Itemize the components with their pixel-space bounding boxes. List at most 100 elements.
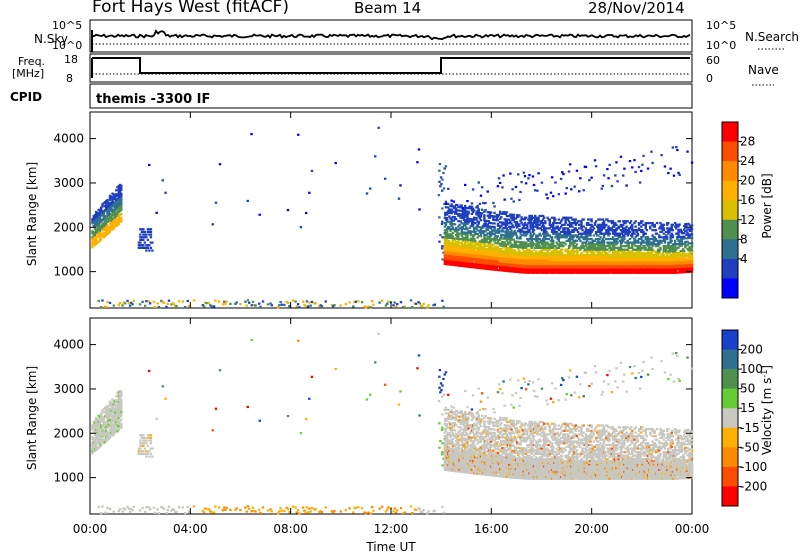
power-cell [498, 217, 502, 220]
power-cell [611, 237, 615, 241]
power-cell [161, 300, 164, 303]
freq-frame [89, 53, 693, 83]
nsearch-tick-top: 10^5 [706, 19, 736, 32]
power-cell [644, 246, 647, 250]
power-cell [466, 263, 469, 266]
power-cell [474, 243, 477, 246]
power-cell [92, 239, 95, 242]
power-cell [537, 269, 540, 273]
power-cell [565, 236, 568, 239]
power-cell [680, 241, 684, 244]
power-cell [367, 305, 370, 308]
power-cell [562, 172, 565, 176]
power-cell [212, 305, 216, 308]
power-cell [559, 250, 563, 253]
power-cell [118, 193, 122, 197]
power-cell [494, 234, 497, 238]
power-cell [444, 206, 448, 209]
power-cell [487, 220, 491, 223]
power-cell [552, 250, 555, 253]
power-cell [467, 212, 470, 215]
power-cell [631, 227, 634, 230]
power-cell [678, 241, 681, 244]
power-cell [623, 237, 626, 241]
power-cell [585, 236, 589, 239]
power-cell [394, 305, 398, 308]
power-cell [577, 190, 581, 193]
power-cell [467, 238, 470, 242]
power-cell [575, 169, 579, 172]
power-cell [95, 222, 98, 226]
power-cell [571, 237, 574, 241]
power-cell [563, 241, 566, 244]
power-cell [97, 218, 100, 221]
power-cell [111, 222, 114, 225]
power-cell [634, 170, 637, 174]
power-cell [592, 252, 596, 255]
power-cell [584, 229, 588, 232]
power-cell [527, 218, 530, 221]
power-cell [515, 214, 519, 217]
power-cell [112, 193, 115, 196]
power-cell [548, 246, 552, 250]
power-cell [626, 248, 629, 251]
power-cell [377, 126, 380, 129]
power-cell [494, 250, 497, 254]
power-cell [470, 205, 474, 208]
power-cell [550, 236, 554, 239]
power-cell [598, 248, 601, 251]
power-cell [101, 229, 104, 232]
power-cell [650, 150, 653, 153]
power-cell [567, 170, 571, 173]
power-cell [642, 154, 645, 158]
power-cell [622, 223, 625, 226]
power-cell [515, 235, 519, 238]
power-cell [471, 220, 475, 223]
power-cell [543, 239, 546, 242]
power-cell [447, 187, 450, 190]
power-cell [229, 302, 232, 306]
power-cell [324, 300, 327, 303]
power-cell [494, 242, 497, 245]
power-cell [636, 232, 640, 235]
power-cell [556, 225, 559, 228]
cpid-value: themis -3300 IF [96, 92, 210, 107]
power-cell [535, 234, 538, 237]
power-cell [463, 224, 467, 227]
power-cell [501, 228, 504, 231]
power-cell [451, 253, 454, 256]
power-cell [685, 253, 688, 256]
power-cell [148, 230, 151, 234]
power-cell [106, 206, 109, 210]
power-cell [523, 227, 527, 230]
power-cell [511, 188, 514, 191]
power-cell [476, 206, 479, 209]
power-cell [460, 215, 464, 218]
power-cell [102, 222, 105, 225]
power-cell [137, 241, 141, 244]
power-cell [522, 255, 526, 258]
power-cell [485, 239, 488, 242]
power-cell [628, 230, 632, 234]
power-cell [142, 238, 145, 242]
power-cell [612, 225, 616, 228]
power-cell [492, 201, 495, 204]
power-cell [546, 252, 549, 255]
power-cell [584, 227, 588, 230]
power-cell [466, 215, 469, 219]
power-cell [593, 239, 597, 242]
power-cell [142, 246, 145, 250]
power-cell [635, 230, 638, 234]
power-cell [485, 226, 488, 230]
power-cell [447, 250, 450, 253]
power-cell [523, 271, 527, 274]
power-cell [662, 250, 666, 253]
power-cell [556, 253, 559, 257]
power-cell [98, 235, 102, 238]
power-cell [117, 200, 120, 204]
power-cell [118, 209, 122, 212]
power-cell [453, 249, 457, 253]
power-cell [258, 302, 261, 305]
power-cell [505, 236, 509, 239]
power-cell [571, 225, 574, 228]
